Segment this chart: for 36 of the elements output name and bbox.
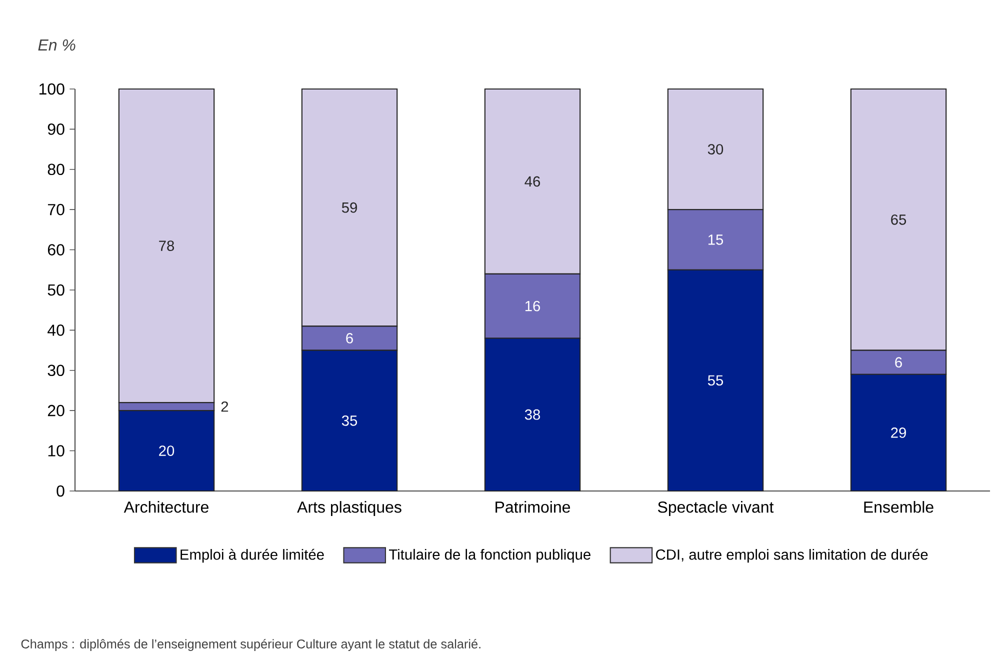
text: Champs : diplômés de l’enseignement supérieur Culture ayant le statut de salarié. — [21, 639, 480, 651]
data-label: 55 — [708, 375, 724, 386]
y-tick-label: 0 — [56, 485, 64, 497]
data-label: 30 — [708, 144, 724, 154]
y-tick-label: 70 — [48, 204, 64, 216]
data-label: 29 — [891, 428, 906, 438]
y-tick-label: 80 — [48, 164, 64, 176]
legend-label: CDI, autre emploi sans limitation de durée — [656, 548, 928, 563]
legend-label: Emploi à durée limitée — [180, 548, 324, 563]
data-label: 65 — [891, 214, 906, 225]
y-tick-label: 100 — [39, 83, 64, 95]
data-label: 16 — [525, 300, 540, 312]
data-label: 6 — [346, 333, 353, 344]
data-label: 6 — [895, 357, 902, 368]
x-tick-label: Ensemble — [864, 501, 934, 513]
data-label: 78 — [159, 240, 174, 251]
y-axis-title: En % — [38, 39, 76, 51]
data-label: 38 — [524, 409, 540, 420]
y-tick-label: 50 — [48, 284, 64, 296]
y-tick-label: 60 — [48, 244, 64, 256]
legend-label: Titulaire de la fonction publique — [389, 548, 590, 563]
data-label: 46 — [524, 176, 540, 187]
y-tick-label: 10 — [48, 445, 64, 456]
y-tick-label: 30 — [48, 364, 64, 376]
data-label: 20 — [159, 446, 174, 456]
x-tick-label: Spectacle vivant — [658, 501, 774, 516]
x-tick-label: Architecture — [124, 501, 208, 513]
y-tick-label: 40 — [48, 324, 64, 336]
y-tick-label: 20 — [48, 404, 64, 416]
data-label: 2 — [221, 401, 228, 412]
data-label: 59 — [342, 202, 357, 213]
data-label: 15 — [708, 234, 724, 245]
x-tick-label: Patrimoine — [496, 501, 570, 513]
data-label: 35 — [342, 415, 358, 426]
y-tick-label: 90 — [48, 124, 64, 135]
x-tick-label: Arts plastiques — [297, 501, 402, 516]
